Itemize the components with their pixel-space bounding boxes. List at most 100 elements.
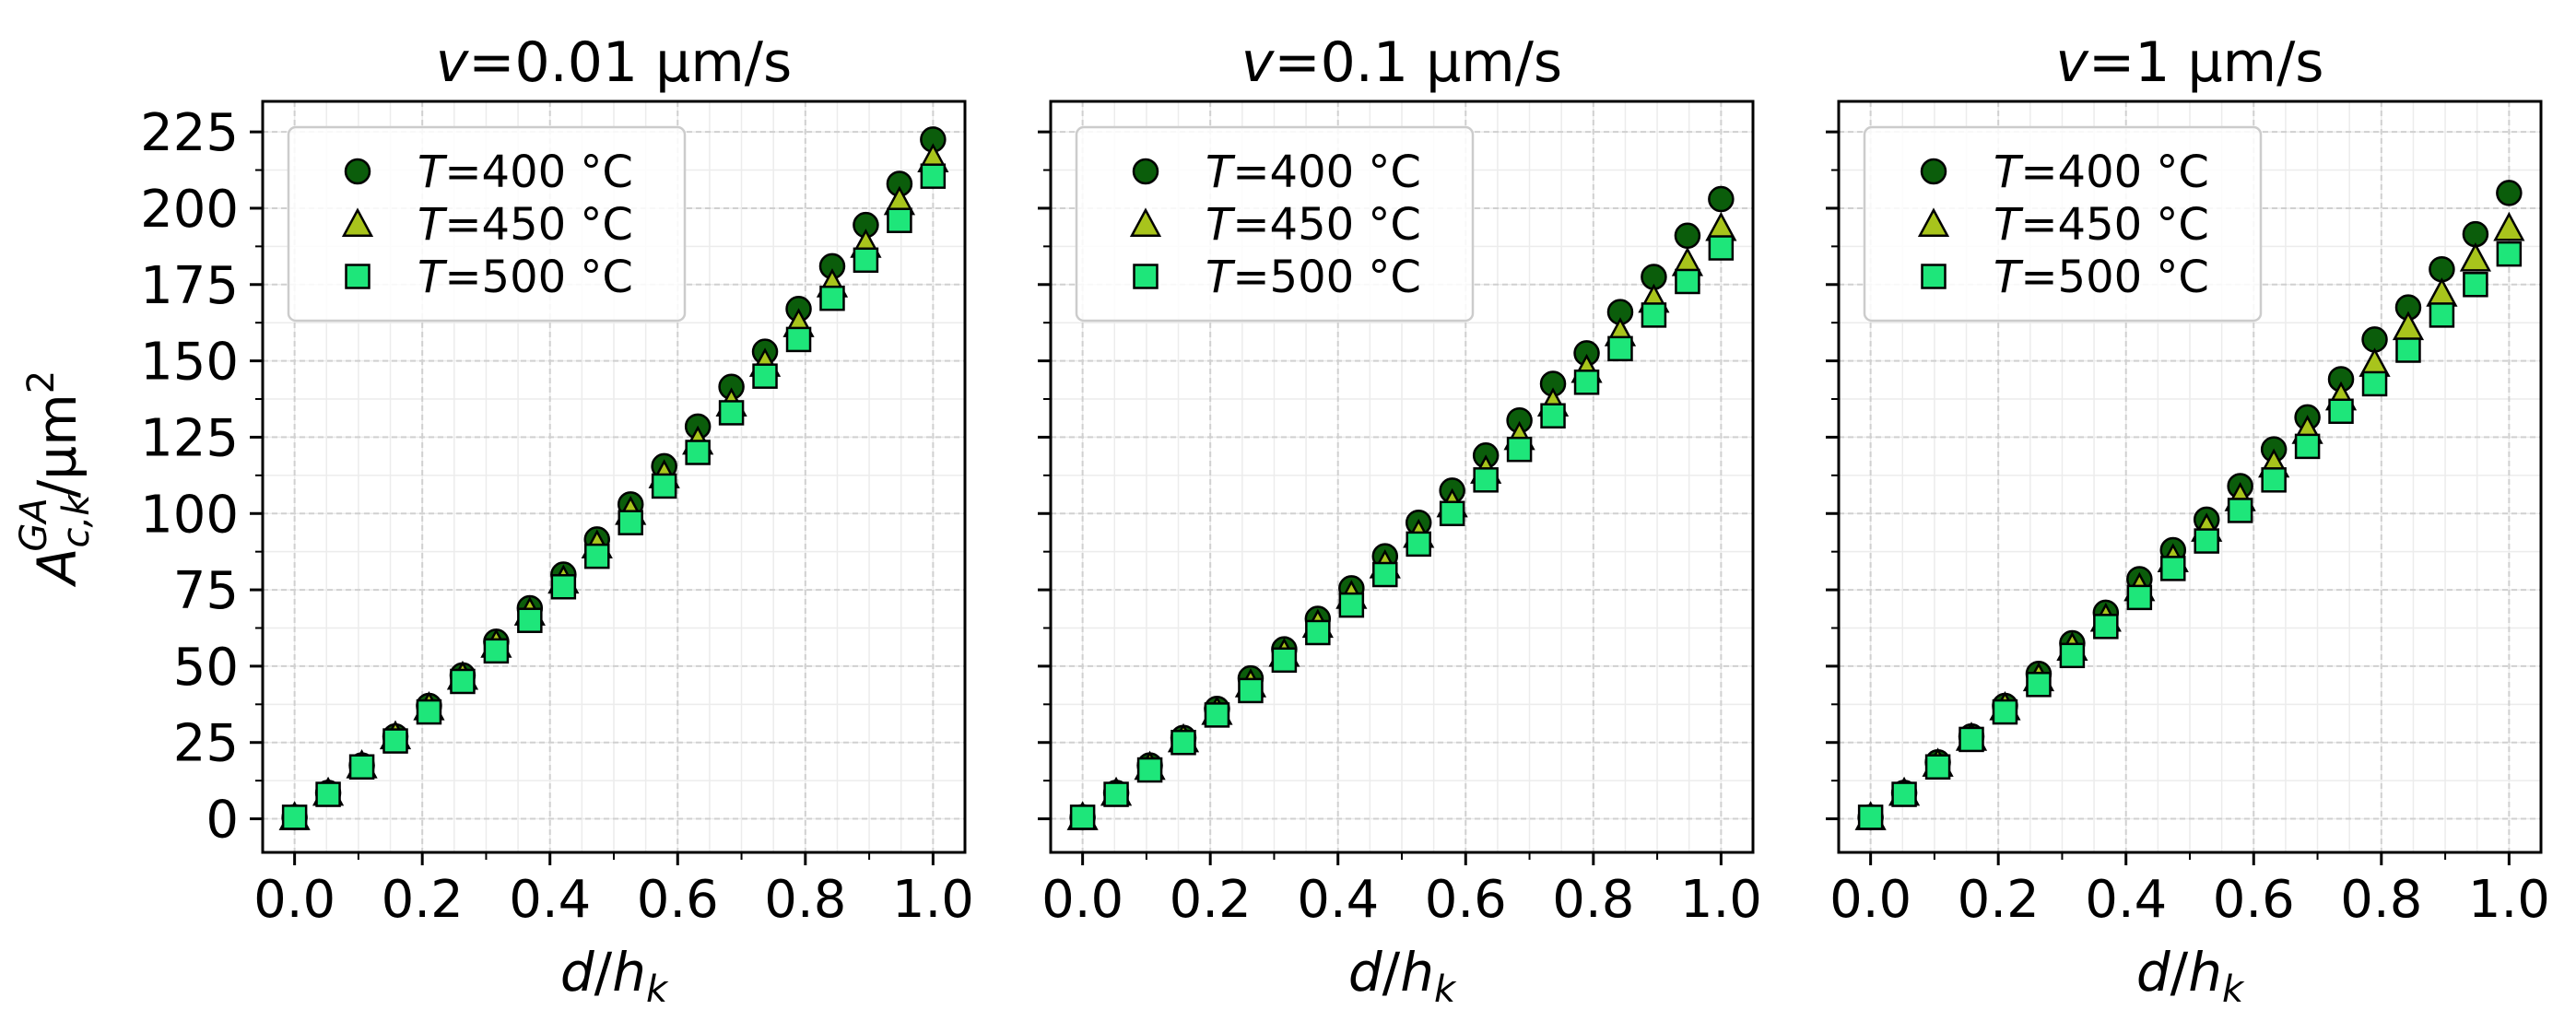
x-tick-label: 0.2 xyxy=(1170,870,1252,930)
legend-marker-triangle xyxy=(341,207,374,237)
data-point-square xyxy=(450,668,476,695)
legend-marker-square xyxy=(1133,264,1159,289)
y-tick-label: 150 xyxy=(140,333,239,393)
data-point-square xyxy=(1338,592,1365,618)
data-point-square xyxy=(1406,531,1431,558)
x-tick-label: 0.6 xyxy=(637,870,719,930)
data-point-square xyxy=(315,781,341,807)
data-point-square xyxy=(887,207,912,233)
series-square xyxy=(1069,235,1735,830)
data-point-square xyxy=(584,543,610,569)
data-point-square xyxy=(382,728,408,754)
data-point-square xyxy=(752,363,778,389)
x-tick-label: 0.8 xyxy=(764,870,846,930)
data-point-square xyxy=(2361,370,2388,397)
data-point-square xyxy=(2026,672,2052,698)
x-tick-label: 1.0 xyxy=(1680,870,1762,930)
x-tick-label: 0.8 xyxy=(2340,870,2422,930)
subplot-v-0.1: 0.0 0.2 0.4 0.6 0.8 1.0 d/hk v=0.1 µm/s T=400 … xyxy=(1038,30,1762,1011)
data-point-square xyxy=(2429,302,2455,328)
data-point-square xyxy=(1708,235,1735,261)
data-point-square xyxy=(2294,433,2321,460)
x-tick-label: 1.0 xyxy=(2468,870,2550,930)
x-tick-label: 0.8 xyxy=(1552,870,1634,930)
subplot-v-0.01: 0.0 0.2 0.4 0.6 0.8 1.0 0 25 50 75 100 125 150 175 200… xyxy=(140,30,974,1011)
x-tick-label: 0.2 xyxy=(1958,870,2040,930)
legend-label: T=400 °C xyxy=(1994,147,2209,198)
data-point-square xyxy=(819,285,845,311)
data-point-triangle xyxy=(2392,311,2425,341)
data-points xyxy=(1066,185,1737,831)
data-point-square xyxy=(550,574,577,600)
panel-title-rest: =0.01 µm/s xyxy=(468,30,792,95)
y-tick-label: 125 xyxy=(140,408,239,468)
data-point-square xyxy=(1857,804,1884,830)
data-point-square xyxy=(1540,403,1566,428)
data-point-square xyxy=(2328,398,2354,425)
legend-label: T=500 °C xyxy=(418,252,633,303)
x-tick-label: 0.4 xyxy=(1297,870,1379,930)
x-tick-label: 0.0 xyxy=(1041,870,1123,930)
data-point-square xyxy=(483,638,510,664)
data-point-circle xyxy=(1708,185,1735,213)
data-point-square xyxy=(2261,467,2287,493)
data-point-square xyxy=(920,163,947,189)
data-point-square xyxy=(1136,757,1163,783)
x-tick-label: 0.6 xyxy=(2213,870,2295,930)
data-point-square xyxy=(1170,729,1196,756)
data-point-square xyxy=(2126,584,2153,611)
x-tick-label: 0.6 xyxy=(1425,870,1507,930)
x-tick-label: 0.0 xyxy=(253,870,335,930)
panel-title-rest: =0.1 µm/s xyxy=(1274,30,1562,95)
data-point-square xyxy=(2160,556,2186,581)
y-tick-label: 75 xyxy=(173,561,239,621)
data-point-square xyxy=(1641,302,1667,328)
legend-marker-square xyxy=(1921,264,1947,289)
y-tick-label: 200 xyxy=(140,180,239,240)
panel-title: v=0.01 µm/s xyxy=(436,30,793,95)
y-tick-label: 25 xyxy=(173,714,239,774)
legend-label: T=400 °C xyxy=(418,147,633,198)
panel-title-rest: =1 µm/s xyxy=(2088,30,2324,95)
data-point-square xyxy=(1958,726,1984,753)
y-tick-label: 50 xyxy=(173,638,239,698)
data-point-square xyxy=(1506,436,1533,463)
legend-marker-circle xyxy=(1132,158,1159,185)
data-point-square xyxy=(2463,272,2488,298)
y-tick-label: 175 xyxy=(140,256,239,316)
legend-frame xyxy=(1863,125,2263,323)
data-points xyxy=(1854,180,2525,831)
data-point-square xyxy=(651,473,677,499)
data-point-square xyxy=(1372,561,1398,588)
data-point-triangle xyxy=(2459,241,2492,272)
data-point-circle xyxy=(1674,222,1701,250)
series-square xyxy=(1857,241,2523,830)
x-tick-label: 0.4 xyxy=(509,870,591,930)
legend-label: T=450 °C xyxy=(418,199,633,251)
data-point-square xyxy=(1573,370,1600,395)
series-square xyxy=(281,163,947,830)
data-point-square xyxy=(416,698,442,725)
x-tick-label: 0.0 xyxy=(1829,870,1911,930)
data-point-square xyxy=(517,607,543,633)
legend-label: T=500 °C xyxy=(1994,252,2209,303)
data-point-square xyxy=(2093,614,2119,640)
ticks: 0.0 0.2 0.4 0.6 0.8 1.0 d/hk xyxy=(1826,130,2550,1011)
data-point-square xyxy=(1675,268,1700,295)
data-point-square xyxy=(718,400,745,426)
x-tick-label: 1.0 xyxy=(892,870,974,930)
data-point-square xyxy=(1305,619,1331,646)
data-point-square xyxy=(618,510,643,535)
data-point-square xyxy=(1439,500,1465,527)
data-point-square xyxy=(1607,335,1633,362)
data-point-square xyxy=(2395,337,2421,363)
data-point-square xyxy=(348,754,375,780)
data-point-square xyxy=(1204,702,1230,728)
panel-title-var: v xyxy=(436,30,470,95)
data-point-square xyxy=(2059,642,2086,669)
data-point-square xyxy=(853,247,879,274)
y-axis-label: Ac,kGA/µm2 xyxy=(13,370,98,588)
panel-title-var: v xyxy=(2055,30,2089,95)
legend-label: T=450 °C xyxy=(1206,199,1421,251)
